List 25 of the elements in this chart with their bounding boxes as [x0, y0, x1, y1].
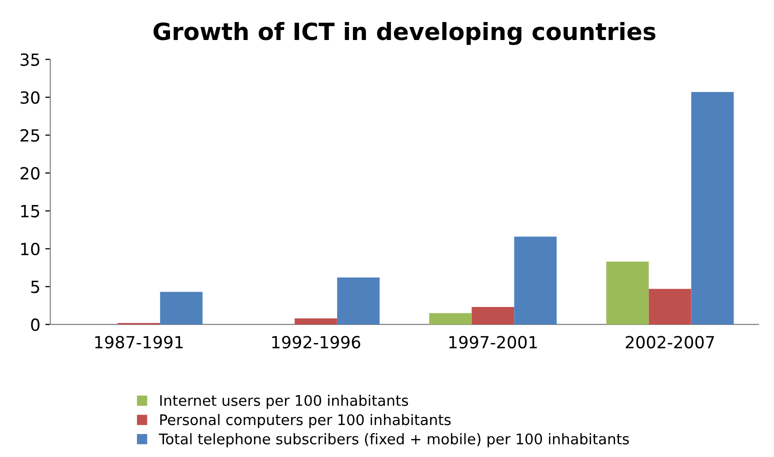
y-tick-label: 10: [21, 242, 40, 256]
bar: [294, 318, 338, 324]
legend-label: Total telephone subscribers (fixed + mobile) per 100 inhabitants: [158, 433, 629, 448]
x-tick-label: 1997-2001: [449, 336, 537, 348]
legend-label: Internet users per 100 inhabitants: [160, 394, 408, 409]
y-tick-label: 30: [20, 91, 40, 104]
bar: [648, 288, 692, 324]
y-tick-label: 35: [20, 53, 40, 66]
bar: [606, 262, 649, 324]
bar: [337, 278, 380, 324]
y-tick-label: 5: [31, 280, 40, 294]
bar: [160, 292, 203, 324]
bar: [691, 92, 734, 324]
x-tick-label: 2002-2007: [626, 336, 714, 348]
y-tick-label: 25: [20, 129, 40, 142]
bar: [429, 313, 472, 324]
bar: [514, 236, 557, 324]
y-tick-label: 0: [31, 318, 40, 332]
chart-title: Growth of ICT in developing countries: [154, 22, 656, 46]
y-tick-label: 20: [20, 166, 40, 180]
x-tick-label: 1992-1996: [272, 336, 360, 348]
bar: [472, 307, 514, 324]
legend-label: Personal computers per 100 inhabitants: [160, 414, 451, 428]
x-tick-label: 1987-1991: [95, 336, 183, 348]
y-tick-label: 15: [21, 205, 40, 218]
